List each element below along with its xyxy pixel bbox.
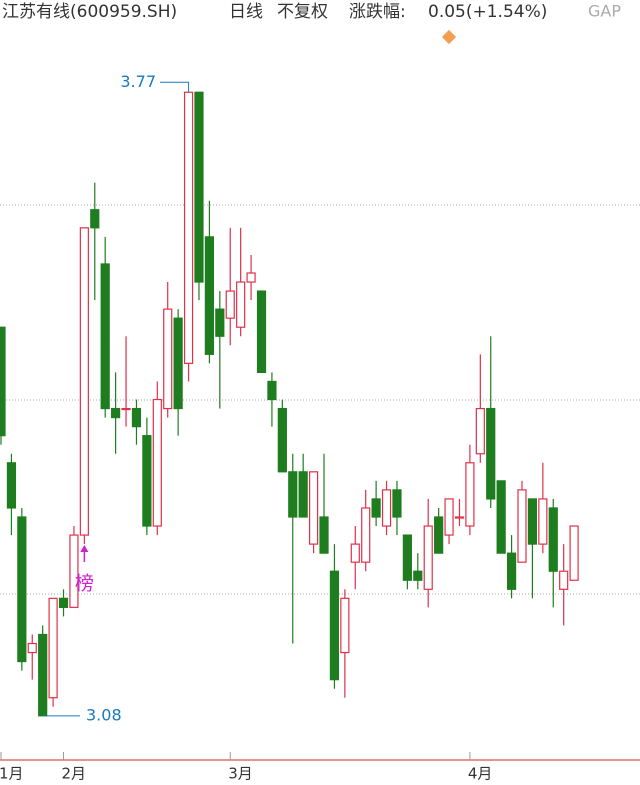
candle-body (506, 552, 517, 590)
x-tick-label: 2月 (62, 765, 87, 783)
candle-body (256, 290, 267, 374)
adjust: 不复权 (277, 2, 328, 22)
period: 日线 (229, 2, 263, 22)
candle-body (361, 507, 371, 563)
gap-button[interactable]: GAP (588, 2, 621, 21)
candle-body (392, 489, 402, 518)
x-tick-label: 1月 (0, 765, 24, 783)
candle-body (69, 534, 79, 608)
candle-body (298, 471, 308, 518)
candle-body (121, 407, 131, 411)
candle-body (454, 516, 465, 519)
candle-body (559, 570, 569, 590)
candle-body (517, 489, 527, 563)
candle-body (17, 516, 27, 663)
candle-body (48, 597, 58, 699)
candle-body (288, 471, 298, 518)
candle-body (111, 407, 121, 419)
max-label: 3.77 (120, 72, 156, 91)
candle-body (486, 407, 496, 500)
candle-body (131, 407, 142, 428)
candle-body (163, 308, 173, 410)
candle-body (475, 407, 485, 455)
candle-body (434, 516, 444, 554)
candle-body (194, 91, 204, 283)
max-leader (160, 81, 190, 93)
candle-body (142, 435, 152, 527)
candle-body (204, 236, 214, 355)
candle-body (527, 498, 538, 545)
x-tick-label: 4月 (468, 765, 493, 783)
candle-body (58, 597, 69, 608)
change-label: 涨跌幅: (349, 2, 406, 22)
candle-body (79, 227, 89, 536)
candle-body (309, 471, 319, 545)
candle-body (173, 317, 183, 410)
candle-body (371, 498, 381, 518)
candle-body (423, 525, 433, 590)
candle-body (402, 534, 412, 581)
marker-diamond (441, 29, 457, 45)
annotation-arrowhead (80, 545, 89, 552)
candle-body (6, 462, 17, 509)
candle-body (267, 380, 277, 401)
change: 0.05(+1.54%) (428, 2, 547, 22)
candle-body (465, 462, 475, 527)
candle-body (381, 489, 392, 527)
candle-body (215, 308, 225, 337)
candle-body (319, 516, 329, 554)
candle-body (152, 398, 162, 527)
candle-body (277, 407, 287, 473)
candle-body (496, 480, 506, 554)
candle-body (569, 525, 579, 581)
candle-body (27, 642, 37, 654)
candle-body (444, 498, 454, 536)
candle-body (100, 263, 110, 410)
candle-body (329, 570, 340, 681)
stock-title: 江苏有线(600959.SH) (2, 2, 177, 22)
min-label: 3.08 (86, 705, 122, 724)
candle-body (538, 498, 548, 545)
candle-body (413, 570, 423, 581)
annotation: 榜 (75, 573, 94, 595)
x-tick-label: 3月 (228, 765, 253, 783)
candle-body (236, 281, 246, 328)
candle-body (90, 209, 100, 229)
candle-body (225, 290, 235, 319)
candle-body (0, 326, 6, 437)
candle-body (183, 91, 194, 364)
candle-body (548, 507, 558, 572)
candle-body (340, 597, 350, 654)
candle-body (246, 272, 256, 283)
candle-body (350, 543, 360, 563)
candle-body (38, 633, 48, 717)
